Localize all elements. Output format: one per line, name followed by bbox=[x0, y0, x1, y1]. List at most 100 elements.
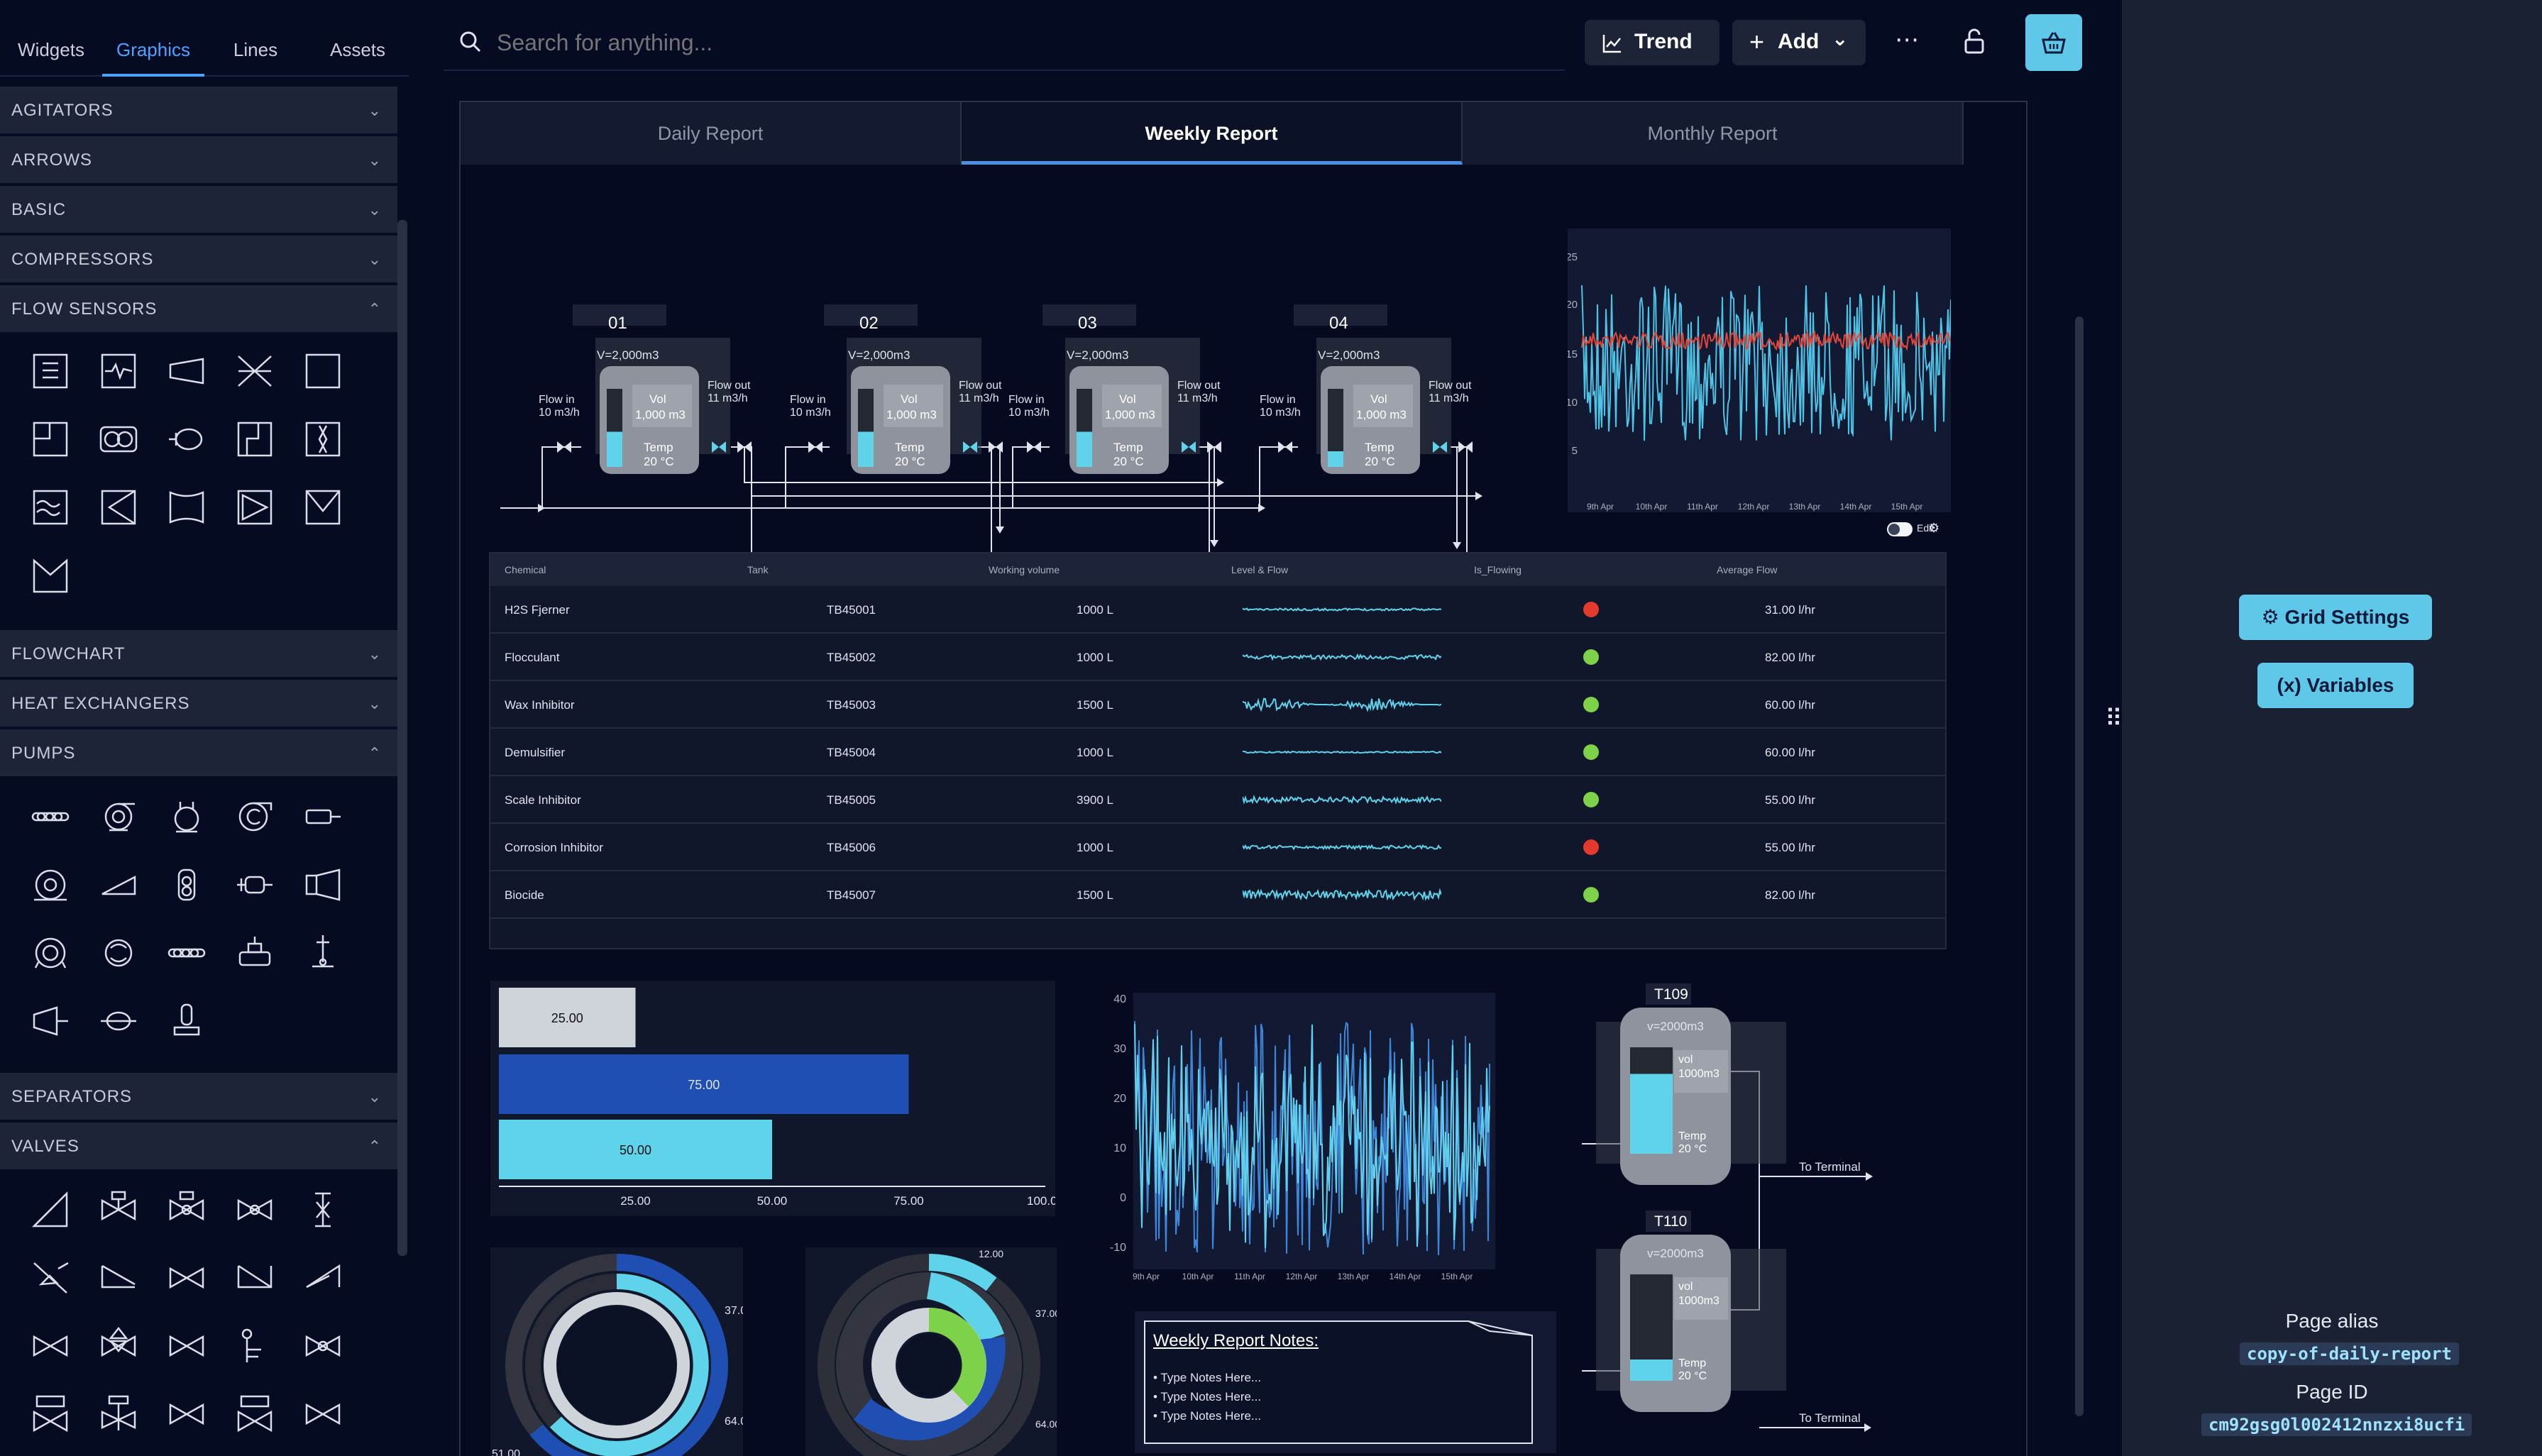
tab-monthly-report[interactable]: Monthly Report bbox=[1463, 102, 1964, 165]
valve-icon[interactable] bbox=[28, 1256, 72, 1300]
valve-icon[interactable] bbox=[97, 1256, 141, 1300]
x-tick-label: 25.00 bbox=[620, 1194, 651, 1208]
search-bar[interactable] bbox=[454, 14, 1561, 71]
table-row[interactable]: Wax Inhibitor TB45003 1500 L 60.00 l/hr bbox=[490, 681, 1945, 729]
flow-sensor-icon[interactable] bbox=[28, 417, 72, 461]
valve-icon[interactable] bbox=[28, 1392, 72, 1436]
pump-icon[interactable] bbox=[97, 999, 141, 1043]
category-basic[interactable]: BASIC ⌄ bbox=[0, 186, 397, 234]
valve-icon[interactable] bbox=[301, 1392, 345, 1436]
variables-button[interactable]: (x) Variables bbox=[2257, 663, 2414, 708]
category-heat-exchangers[interactable]: HEAT EXCHANGERS ⌄ bbox=[0, 680, 397, 728]
tab-daily-report[interactable]: Daily Report bbox=[461, 102, 962, 165]
outlet-valve-icon bbox=[1182, 441, 1196, 453]
tab-weekly-report[interactable]: Weekly Report bbox=[962, 102, 1463, 165]
table-row[interactable]: Flocculant TB45002 1000 L 82.00 l/hr bbox=[490, 634, 1945, 681]
level-flow-sparkline bbox=[1243, 607, 1441, 612]
notes-list[interactable]: • Type Notes Here... • Type Notes Here..… bbox=[1153, 1368, 1261, 1425]
valve-icon[interactable] bbox=[28, 1324, 72, 1368]
pump-icon[interactable] bbox=[165, 931, 209, 975]
valve-icon[interactable] bbox=[233, 1392, 277, 1436]
flow-sensor-icon[interactable] bbox=[301, 349, 345, 393]
flow-sensor-icon[interactable] bbox=[233, 349, 277, 393]
more-options-icon[interactable]: ⋯ bbox=[1895, 26, 1919, 53]
y-tick-label: 20 bbox=[1568, 299, 1578, 311]
search-input[interactable] bbox=[497, 26, 1490, 60]
table-row[interactable]: Demulsifier TB45004 1000 L 60.00 l/hr bbox=[490, 729, 1945, 776]
tab-widgets[interactable]: Widgets bbox=[18, 39, 84, 60]
trend-button[interactable]: Trend bbox=[1585, 20, 1720, 65]
valve-icon[interactable] bbox=[233, 1324, 277, 1368]
pump-icon[interactable] bbox=[301, 931, 345, 975]
tab-graphics[interactable]: Graphics bbox=[102, 0, 204, 77]
edit-toggle[interactable] bbox=[1887, 522, 1913, 536]
pump-icon[interactable] bbox=[301, 863, 345, 907]
valve-icon[interactable] bbox=[301, 1324, 345, 1368]
flow-sensor-icon[interactable] bbox=[28, 553, 72, 597]
pump-icon[interactable] bbox=[165, 795, 209, 839]
valve-icon[interactable] bbox=[233, 1256, 277, 1300]
add-button[interactable]: + Add ⌄ bbox=[1732, 20, 1866, 65]
valve-icon[interactable] bbox=[165, 1188, 209, 1232]
flow-sensor-icon[interactable] bbox=[165, 349, 209, 393]
flow-sensor-icon[interactable] bbox=[233, 485, 277, 529]
pump-icon[interactable] bbox=[233, 863, 277, 907]
valve-icon[interactable] bbox=[165, 1324, 209, 1368]
y-axis-ticks: 25 20 15 10 5 bbox=[1568, 251, 1578, 457]
pump-icon[interactable] bbox=[97, 931, 141, 975]
pump-icon[interactable] bbox=[165, 863, 209, 907]
settings-gear-icon[interactable]: ⚙ bbox=[1928, 521, 1940, 535]
flow-sensor-icon[interactable] bbox=[233, 417, 277, 461]
pump-icon[interactable] bbox=[165, 999, 209, 1043]
tab-assets[interactable]: Assets bbox=[329, 39, 386, 60]
flow-sensor-icon[interactable] bbox=[301, 485, 345, 529]
category-compressors[interactable]: COMPRESSORS ⌄ bbox=[0, 236, 397, 284]
canvas-scrollbar[interactable] bbox=[2075, 316, 2084, 1416]
table-row[interactable]: Scale Inhibitor TB45005 3900 L 55.00 l/hr bbox=[490, 776, 1945, 824]
table-row[interactable]: H2S Fjerner TB45001 1000 L 31.00 l/hr bbox=[490, 586, 1945, 634]
category-pumps[interactable]: PUMPS ⌃ bbox=[0, 729, 397, 778]
valve-icon[interactable] bbox=[233, 1188, 277, 1232]
grid-settings-button[interactable]: ⚙ Grid Settings bbox=[2239, 595, 2432, 640]
category-valves[interactable]: VALVES ⌃ bbox=[0, 1123, 397, 1171]
table-row[interactable]: Biocide TB45007 1500 L 82.00 l/hr bbox=[490, 871, 1945, 919]
valve-icon[interactable] bbox=[301, 1256, 345, 1300]
valve-icon[interactable] bbox=[28, 1188, 72, 1232]
pump-icon[interactable] bbox=[28, 999, 72, 1043]
valve-icon[interactable] bbox=[165, 1392, 209, 1436]
flow-sensor-icon[interactable] bbox=[97, 417, 141, 461]
unlock-icon[interactable] bbox=[1961, 27, 1987, 55]
pump-icon[interactable] bbox=[97, 795, 141, 839]
pump-icon[interactable] bbox=[233, 795, 277, 839]
flow-sensor-icon[interactable] bbox=[165, 485, 209, 529]
flow-sensor-icon[interactable] bbox=[28, 485, 72, 529]
flow-sensor-icon[interactable] bbox=[97, 349, 141, 393]
valve-icon[interactable] bbox=[301, 1188, 345, 1232]
flow-sensor-icon[interactable] bbox=[97, 485, 141, 529]
category-separators[interactable]: SEPARATORS ⌄ bbox=[0, 1073, 397, 1121]
flow-sensor-icon[interactable] bbox=[301, 417, 345, 461]
pump-icon[interactable] bbox=[233, 931, 277, 975]
pump-icon[interactable] bbox=[97, 863, 141, 907]
valve-icon[interactable] bbox=[97, 1324, 141, 1368]
pump-icon[interactable] bbox=[28, 795, 72, 839]
flow-out-rate: 11 m3/h bbox=[1177, 392, 1218, 404]
flow-sensor-icon[interactable] bbox=[28, 349, 72, 393]
pump-icon[interactable] bbox=[28, 863, 72, 907]
tab-lines[interactable]: Lines bbox=[233, 39, 278, 60]
pump-icon[interactable] bbox=[28, 931, 72, 975]
left-panel-scrollbar[interactable] bbox=[397, 220, 407, 1256]
flow-sensor-icon[interactable] bbox=[165, 417, 209, 461]
drag-handle-icon[interactable]: ⠿ bbox=[2105, 705, 2123, 732]
basket-button[interactable] bbox=[2025, 14, 2082, 71]
category-flowchart[interactable]: FLOWCHART ⌄ bbox=[0, 630, 397, 678]
valve-icon[interactable] bbox=[97, 1392, 141, 1436]
valve-icon[interactable] bbox=[165, 1256, 209, 1300]
valve-icon[interactable] bbox=[97, 1188, 141, 1232]
flow-in-rate: 10 m3/h bbox=[1260, 407, 1301, 419]
table-row[interactable]: Corrosion Inhibitor TB45006 1000 L 55.00 l/… bbox=[490, 824, 1945, 871]
category-arrows[interactable]: ARROWS ⌄ bbox=[0, 136, 397, 184]
pump-icon[interactable] bbox=[301, 795, 345, 839]
category-flow-sensors[interactable]: FLOW SENSORS ⌃ bbox=[0, 285, 397, 333]
category-agitators[interactable]: AGITATORS ⌄ bbox=[0, 87, 397, 135]
